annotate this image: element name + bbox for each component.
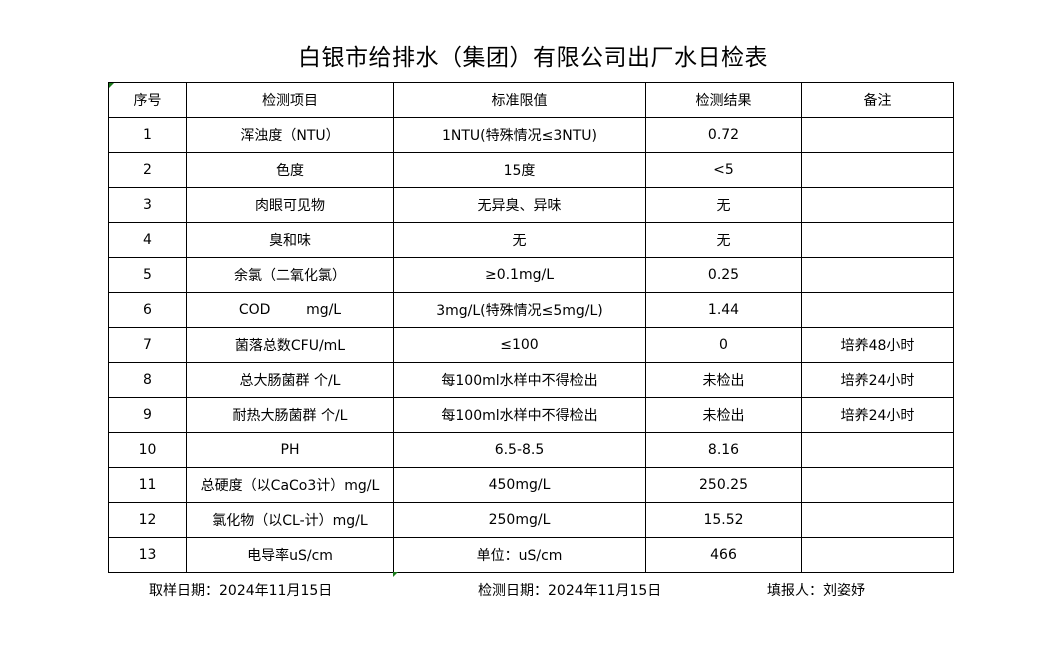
inspection-table: 序号 检测项目 标准限值 检测结果 备注 1 浑浊度（NTU） 1NTU(特殊情况≤… — [108, 82, 954, 573]
row-index[interactable]: 3 — [108, 187, 187, 223]
row-standard[interactable]: 每100ml水样中不得检出 — [393, 362, 646, 398]
row-item[interactable]: 余氯（二氧化氯） — [186, 257, 394, 293]
row-standard[interactable]: 单位：uS/cm — [393, 537, 646, 573]
table-row: 11 总硬度（以CaCo3计）mg/L 450mg/L 250.25 — [108, 467, 954, 503]
row-remark[interactable] — [801, 292, 954, 328]
row-item[interactable]: 肉眼可见物 — [186, 187, 394, 223]
row-result[interactable]: <5 — [645, 152, 802, 188]
table-row: 13 电导率uS/cm 单位：uS/cm 466 — [108, 537, 954, 573]
row-standard[interactable]: 3mg/L(特殊情况≤5mg/L) — [393, 292, 646, 328]
row-standard[interactable]: ≤100 — [393, 327, 646, 363]
header-standard: 标准限值 — [393, 82, 646, 118]
cell-marker — [393, 572, 398, 577]
row-remark[interactable] — [801, 222, 954, 258]
row-standard[interactable]: 无异臭、异味 — [393, 187, 646, 223]
row-item[interactable]: 浑浊度（NTU） — [186, 117, 394, 153]
row-index[interactable]: 10 — [108, 432, 187, 468]
row-remark[interactable]: 培养48小时 — [801, 327, 954, 363]
row-index[interactable]: 6 — [108, 292, 187, 328]
row-standard[interactable]: 450mg/L — [393, 467, 646, 503]
row-item[interactable]: PH — [186, 432, 394, 468]
table-row: 9 耐热大肠菌群 个/L 每100ml水样中不得检出 未检出 培养24小时 — [108, 397, 954, 433]
row-index[interactable]: 8 — [108, 362, 187, 398]
header-result: 检测结果 — [645, 82, 802, 118]
table-row: 6 COD mg/L 3mg/L(特殊情况≤5mg/L) 1.44 — [108, 292, 954, 328]
row-result[interactable]: 466 — [645, 537, 802, 573]
row-index[interactable]: 1 — [108, 117, 187, 153]
test-date: 检测日期：2024年11月15日 — [478, 583, 662, 599]
row-index[interactable]: 5 — [108, 257, 187, 293]
row-item[interactable]: 电导率uS/cm — [186, 537, 394, 573]
row-remark[interactable] — [801, 152, 954, 188]
row-index[interactable]: 2 — [108, 152, 187, 188]
row-item[interactable]: 色度 — [186, 152, 394, 188]
row-index[interactable]: 7 — [108, 327, 187, 363]
row-result[interactable]: 250.25 — [645, 467, 802, 503]
row-item[interactable]: COD mg/L — [186, 292, 394, 328]
row-item[interactable]: 总硬度（以CaCo3计）mg/L — [186, 467, 394, 503]
row-item[interactable]: 臭和味 — [186, 222, 394, 258]
row-standard[interactable]: 6.5-8.5 — [393, 432, 646, 468]
row-remark[interactable] — [801, 117, 954, 153]
row-remark[interactable] — [801, 467, 954, 503]
row-standard[interactable]: 250mg/L — [393, 502, 646, 538]
row-standard[interactable]: 1NTU(特殊情况≤3NTU) — [393, 117, 646, 153]
row-result[interactable]: 无 — [645, 187, 802, 223]
row-result[interactable]: 无 — [645, 222, 802, 258]
row-standard[interactable]: 每100ml水样中不得检出 — [393, 397, 646, 433]
row-item[interactable]: 菌落总数CFU/mL — [186, 327, 394, 363]
header-remark: 备注 — [801, 82, 954, 118]
table-header: 序号 检测项目 标准限值 检测结果 备注 — [108, 82, 954, 118]
row-standard[interactable]: 无 — [393, 222, 646, 258]
table-row: 1 浑浊度（NTU） 1NTU(特殊情况≤3NTU) 0.72 — [108, 117, 954, 153]
row-result[interactable]: 0.72 — [645, 117, 802, 153]
row-result[interactable]: 0 — [645, 327, 802, 363]
row-result[interactable]: 未检出 — [645, 362, 802, 398]
row-remark[interactable] — [801, 502, 954, 538]
row-index[interactable]: 12 — [108, 502, 187, 538]
row-index[interactable]: 11 — [108, 467, 187, 503]
row-index[interactable]: 4 — [108, 222, 187, 258]
table-row: 3 肉眼可见物 无异臭、异味无 — [108, 187, 954, 223]
row-remark[interactable] — [801, 537, 954, 573]
table-row: 8 总大肠菌群 个/L 每100ml水样中不得检出 未检出 培养24小时 — [108, 362, 954, 398]
row-remark[interactable]: 培养24小时 — [801, 362, 954, 398]
row-index[interactable]: 13 — [108, 537, 187, 573]
row-result[interactable]: 1.44 — [645, 292, 802, 328]
row-standard[interactable]: 15度 — [393, 152, 646, 188]
row-standard[interactable]: ≥0.1mg/L — [393, 257, 646, 293]
reporter: 填报人：刘姿妤 — [767, 583, 865, 599]
sample-date: 取样日期：2024年11月15日 — [149, 583, 333, 599]
row-remark[interactable] — [801, 187, 954, 223]
row-item[interactable]: 耐热大肠菌群 个/L — [186, 397, 394, 433]
row-remark[interactable]: 培养24小时 — [801, 397, 954, 433]
table-row: 7 菌落总数CFU/mL ≤100 0 培养48小时 — [108, 327, 954, 363]
row-result[interactable]: 15.52 — [645, 502, 802, 538]
row-index[interactable]: 9 — [108, 397, 187, 433]
row-result[interactable]: 0.25 — [645, 257, 802, 293]
table-row: 5 余氯（二氧化氯） ≥0.1mg/L 0.25 — [108, 257, 954, 293]
table-row: 4 臭和味无无 — [108, 222, 954, 258]
page-title: 白银市给排水（集团）有限公司出厂水日检表 — [298, 45, 768, 71]
table-row: 2 色度 15度 <5 — [108, 152, 954, 188]
table-row: 12 氯化物（以CL-计）mg/L 250mg/L 15.52 — [108, 502, 954, 538]
row-remark[interactable] — [801, 432, 954, 468]
row-item[interactable]: 总大肠菌群 个/L — [186, 362, 394, 398]
header-item: 检测项目 — [186, 82, 394, 118]
header-index: 序号 — [108, 82, 187, 118]
row-result[interactable]: 8.16 — [645, 432, 802, 468]
row-remark[interactable] — [801, 257, 954, 293]
row-result[interactable]: 未检出 — [645, 397, 802, 433]
row-item[interactable]: 氯化物（以CL-计）mg/L — [186, 502, 394, 538]
table-row: 10 PH 6.5-8.5 8.16 — [108, 432, 954, 468]
